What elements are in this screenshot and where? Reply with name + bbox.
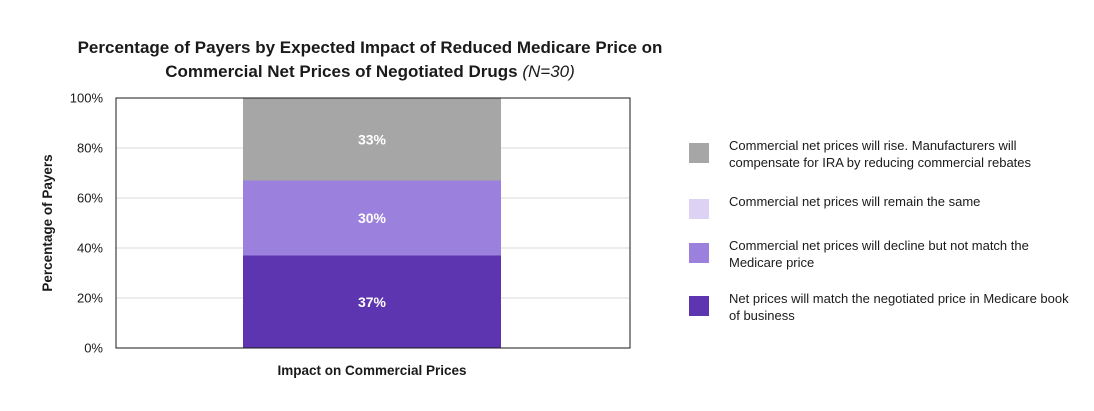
bar-data-label: 30%	[358, 210, 387, 226]
y-tick-label: 100%	[70, 91, 104, 106]
legend-item: Net prices will match the negotiated pri…	[689, 290, 1089, 324]
y-axis-ticks: 0% 20% 40% 60% 80% 100%	[70, 91, 104, 356]
legend-label: Commercial net prices will rise. Manufac…	[729, 138, 1032, 170]
bar-segment	[243, 180, 501, 256]
bar-segment	[243, 98, 501, 181]
legend-item: Commercial net prices will remain the sa…	[689, 193, 1089, 219]
bar-data-label: 33%	[358, 131, 387, 147]
y-tick-label: 0%	[84, 341, 103, 356]
y-tick-label: 40%	[77, 241, 103, 256]
legend-swatch	[689, 296, 709, 316]
stacked-bar	[243, 98, 501, 348]
legend-item: Commercial net prices will rise. Manufac…	[689, 137, 1089, 171]
chart-title: Percentage of Payers by Expected Impact …	[60, 36, 680, 84]
bar-segment	[243, 255, 501, 348]
legend-swatch	[689, 243, 709, 263]
y-tick-label: 60%	[77, 191, 103, 206]
legend-label: Net prices will match the negotiated pri…	[729, 291, 1069, 323]
legend-swatch	[689, 143, 709, 163]
chart-title-note: (N=30)	[522, 62, 575, 81]
legend-swatch	[689, 199, 709, 219]
bar-data-labels: 37% 30% 33%	[358, 131, 387, 310]
y-axis-label: Percentage of Payers	[40, 154, 55, 291]
plot-frame	[115, 97, 631, 349]
y-tick-label: 80%	[77, 141, 103, 156]
legend-item: Commercial net prices will decline but n…	[689, 237, 1089, 271]
x-axis-label: Impact on Commercial Prices	[277, 363, 466, 378]
bar-data-label: 37%	[358, 294, 387, 310]
chart-title-text: Percentage of Payers by Expected Impact …	[77, 38, 663, 81]
y-tick-label: 20%	[77, 291, 103, 306]
legend-label: Commercial net prices will remain the sa…	[729, 194, 981, 209]
legend-label: Commercial net prices will decline but n…	[729, 238, 1029, 270]
